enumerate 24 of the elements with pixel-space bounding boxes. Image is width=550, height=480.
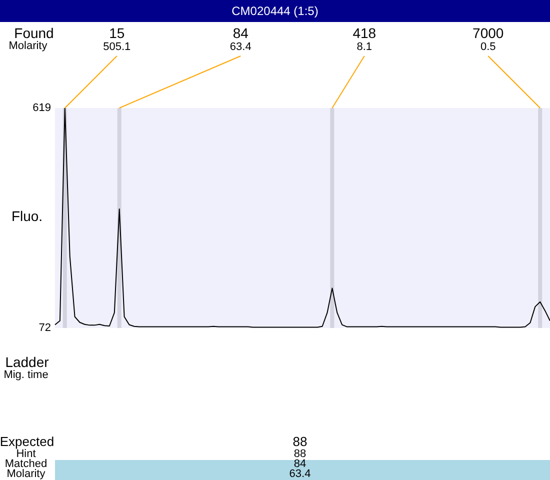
y-tick-label: 72 xyxy=(38,322,51,334)
y-tick-label: 619 xyxy=(32,102,51,114)
y-axis-title: Fluo. xyxy=(10,208,44,224)
text: Hint xyxy=(16,448,36,460)
text: 7000 xyxy=(472,24,504,41)
text: Mig. time xyxy=(2,369,50,382)
text: Found xyxy=(13,24,55,41)
text: Molarity xyxy=(8,40,48,52)
text: 0.5 xyxy=(480,41,496,54)
text: 84 xyxy=(294,458,306,470)
text: 84 xyxy=(232,24,249,41)
text: 63.4 xyxy=(230,41,252,54)
text: 63.4 xyxy=(288,468,312,480)
text: Matched xyxy=(4,458,48,470)
text: 8.1 xyxy=(356,41,372,54)
text: 88 xyxy=(292,448,308,460)
chart-title: CM020444 (1:5) xyxy=(0,0,550,22)
text: 418 xyxy=(352,24,376,41)
text: Molarity xyxy=(6,468,46,480)
text: 88 xyxy=(292,434,308,450)
text: 15 xyxy=(109,24,125,41)
text: Expected xyxy=(0,434,56,450)
text: Ladder xyxy=(4,354,50,370)
text: 505.1 xyxy=(103,41,131,54)
